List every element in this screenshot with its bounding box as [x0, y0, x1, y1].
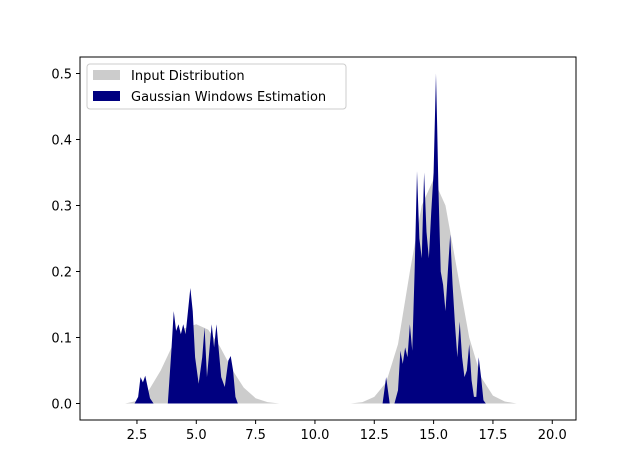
x-tick-label: 15.0	[419, 428, 448, 443]
x-tick-label: 17.5	[478, 428, 507, 443]
legend-label: Gaussian Windows Estimation	[131, 90, 326, 105]
x-tick-label: 10.0	[300, 428, 329, 443]
series-gaussian-windows-area	[134, 73, 492, 404]
y-tick-label: 0.4	[51, 134, 72, 149]
legend-box	[86, 63, 347, 110]
x-tick-label: 20.0	[538, 428, 567, 443]
axes-layer: 2.5 5.0 7.5 10.0 12.5 15.0 17.5 20.0 0.0 0.1 0.2 0.…	[51, 56, 577, 443]
legend-swatch	[93, 91, 120, 101]
y-tick-label: 0.5	[51, 68, 72, 83]
x-tick-label: 7.5	[245, 428, 266, 443]
legend-swatch	[93, 70, 120, 80]
x-tick-label: 12.5	[360, 428, 389, 443]
x-tick-label: 5.0	[186, 428, 207, 443]
y-tick-label: 0.0	[51, 398, 72, 413]
series-layer	[113, 73, 529, 404]
legend-label: Input Distribution	[131, 69, 245, 84]
y-tick-label: 0.3	[51, 200, 72, 215]
y-tick-label: 0.2	[51, 266, 72, 281]
plot-frame	[79, 56, 577, 421]
y-tick-label: 0.1	[51, 332, 72, 347]
x-tick-label: 2.5	[127, 428, 148, 443]
legend: Input Distribution Gaussian Windows Estim…	[86, 63, 347, 110]
